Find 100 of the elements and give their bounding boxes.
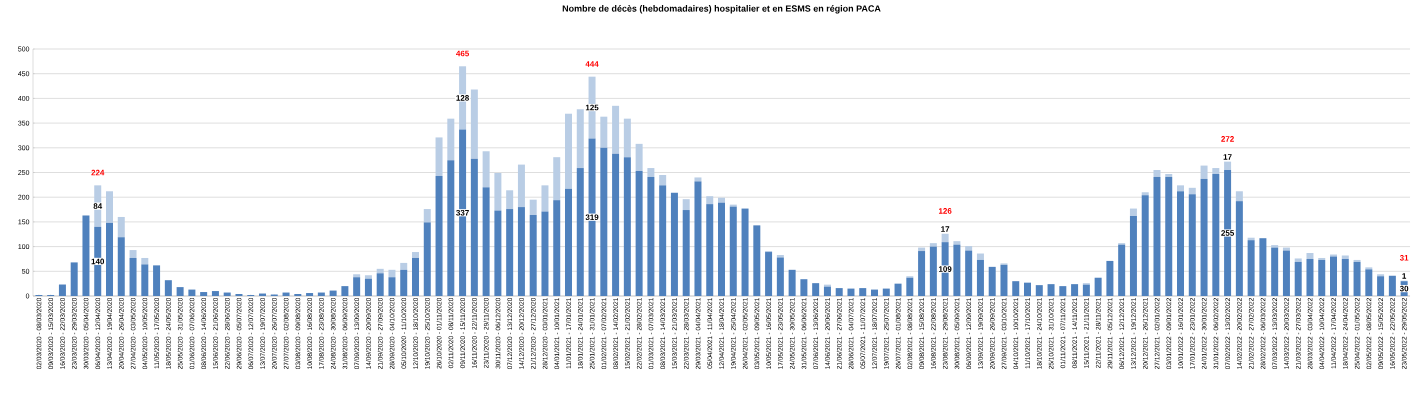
bar xyxy=(1388,275,1396,296)
bar xyxy=(812,283,820,296)
bar xyxy=(718,197,726,203)
bar xyxy=(1177,185,1185,192)
bar xyxy=(1012,281,1020,296)
bar xyxy=(682,210,690,296)
bar xyxy=(647,168,655,177)
bar xyxy=(1071,284,1079,296)
bar xyxy=(1294,261,1302,296)
bar xyxy=(1282,250,1290,296)
bar xyxy=(1153,170,1161,177)
bar xyxy=(423,209,431,223)
bar xyxy=(541,211,549,296)
bar xyxy=(1188,194,1196,296)
bar xyxy=(623,118,631,158)
bar xyxy=(388,277,396,296)
bar xyxy=(1235,201,1243,296)
bar xyxy=(894,283,902,296)
bar xyxy=(847,288,855,296)
bar xyxy=(1106,260,1114,296)
bar xyxy=(741,208,749,296)
bar xyxy=(694,181,702,296)
bar xyxy=(1271,247,1279,296)
bar xyxy=(670,192,678,296)
bar xyxy=(612,153,620,296)
bar xyxy=(929,246,937,296)
bar xyxy=(682,199,690,211)
bar xyxy=(1282,247,1290,251)
bar xyxy=(1259,238,1267,296)
bar xyxy=(412,252,419,258)
bar xyxy=(635,171,643,296)
bar xyxy=(976,259,984,296)
bar xyxy=(470,89,478,159)
bar xyxy=(211,291,219,296)
bar xyxy=(1177,191,1185,296)
bar xyxy=(953,241,961,245)
bar xyxy=(659,185,667,296)
bar xyxy=(141,257,149,265)
bar xyxy=(965,246,973,251)
bar xyxy=(1035,285,1043,296)
bar xyxy=(141,264,149,296)
bar xyxy=(1165,176,1173,296)
bar xyxy=(1353,261,1361,296)
bar xyxy=(623,157,631,296)
bar xyxy=(1235,191,1243,202)
bar xyxy=(482,187,490,296)
bar xyxy=(965,250,973,296)
bar xyxy=(976,253,984,260)
bar xyxy=(1200,165,1208,179)
bar xyxy=(576,109,584,169)
bar xyxy=(765,252,773,296)
bar xyxy=(1341,258,1349,296)
bar xyxy=(529,199,537,215)
bar xyxy=(753,225,761,296)
bar xyxy=(388,269,396,278)
chart-title: Nombre de décès (hebdomadaires) hospitalier et en ESMS en région PACA xyxy=(562,5,881,14)
bar xyxy=(376,268,384,274)
bar xyxy=(871,289,879,296)
bar xyxy=(153,265,161,296)
bar xyxy=(612,105,620,154)
bar xyxy=(776,257,784,296)
bar xyxy=(953,244,961,296)
bar xyxy=(941,233,949,243)
bar xyxy=(1059,286,1067,296)
bar xyxy=(364,275,372,279)
bar xyxy=(423,222,431,296)
bar xyxy=(694,177,702,182)
bar xyxy=(565,113,573,189)
bar xyxy=(647,176,655,296)
bar xyxy=(517,164,525,208)
bar xyxy=(494,210,502,296)
bar xyxy=(129,250,137,258)
bar xyxy=(729,206,737,296)
bar xyxy=(1141,195,1149,296)
bar xyxy=(1212,173,1220,296)
bar xyxy=(565,188,573,296)
bar xyxy=(576,168,584,296)
bar xyxy=(706,196,714,205)
bar xyxy=(1365,269,1373,296)
bar xyxy=(1318,259,1326,296)
bar xyxy=(376,273,384,296)
bar xyxy=(1341,255,1349,259)
bar xyxy=(106,191,113,223)
bar xyxy=(906,277,914,296)
bar xyxy=(164,280,172,296)
bar xyxy=(341,286,349,296)
bar xyxy=(470,158,478,296)
bar xyxy=(788,269,796,296)
bar xyxy=(1247,240,1255,296)
bar xyxy=(482,151,490,188)
bar xyxy=(1330,256,1338,296)
bar xyxy=(1047,284,1055,296)
bar xyxy=(117,237,125,296)
bar xyxy=(1141,192,1149,196)
bar xyxy=(82,215,90,296)
bar xyxy=(400,262,408,270)
bar xyxy=(400,269,408,296)
bar xyxy=(553,200,561,296)
bar xyxy=(306,293,314,296)
bar xyxy=(541,185,549,212)
